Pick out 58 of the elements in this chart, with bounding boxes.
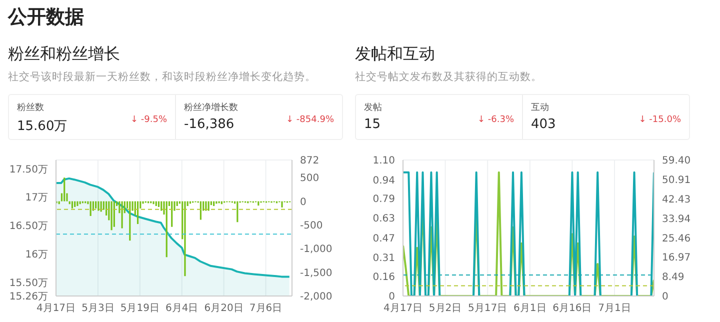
text: 发帖 [364,102,383,114]
x-tick-label: 4月17日 [383,303,423,314]
text: -16,386 [184,117,234,132]
text: 15 [364,117,381,132]
text: 15.60万 [17,119,68,134]
text: 粉丝数 [17,102,45,114]
y-tick-label: 15.26万 [9,292,48,303]
y-tick-label: 0.94 [372,175,395,186]
x-tick-label: 5月2日 [428,303,462,314]
x-tick-label: 5月17日 [468,303,508,314]
y-tick-label: 0.31 [372,253,395,264]
x-tick-label: 6月1日 [514,303,546,314]
y-tick-label: 17.50万 [9,164,48,176]
x-tick-label: 5月3日 [82,303,114,314]
text: 互动 [531,102,550,114]
text: 发帖和互动 [355,44,436,65]
text: ↓ -6.3% [477,115,514,125]
y2-tick-label: 0 [662,292,668,303]
text: ↓ -9.5% [130,115,167,125]
y-tick-label: 17万 [25,192,48,204]
y-tick-label: 0.16 [372,272,395,283]
text: 粉丝和粉丝增长 [8,44,121,65]
y2-tick-label: -500 [300,220,323,232]
y2-tick-label: -1,500 [300,268,332,279]
text: ↓ -15.0% [638,115,681,125]
y-tick-label: 0.79 [372,194,395,205]
y-tick-label: 0.63 [372,214,395,225]
text: 社交号帖文发布数及其获得的互动数。 [355,70,543,85]
x-tick-label: 7月6日 [249,303,282,314]
y-tick-label: 16万 [25,250,48,261]
x-tick-label: 4月17日 [36,303,76,314]
y2-tick-label: 872 [300,156,320,167]
x-tick-label: 5月19日 [120,303,160,314]
x-tick-label: 6月4日 [166,303,198,314]
y-tick-label: 16.50万 [9,221,48,232]
x-tick-label: 6月16日 [552,303,592,314]
text: 社交号该时段最新一天粉丝数，和该时段粉丝净增长变化趋势。 [8,70,317,85]
y2-tick-label: 42.43 [662,194,691,206]
y2-tick-label: -2,000 [300,292,332,303]
text: 403 [531,117,556,132]
text: 公开数据 [8,5,84,30]
y2-tick-label: 50.91 [662,174,691,186]
y2-tick-label: 16.97 [662,252,691,264]
y2-tick-label: 500 [300,173,320,184]
y2-tick-label: -1,000 [300,244,332,256]
y2-tick-label: 33.94 [662,214,691,225]
y-tick-label: 15.50万 [9,278,48,289]
y2-tick-label: 25.46 [662,233,691,244]
y-tick-label: 1.10 [372,156,395,167]
text: ↓ -854.9% [286,115,334,125]
y-tick-label: 0.47 [372,233,395,244]
text: 粉丝净增长数 [184,102,239,114]
y2-tick-label: 0 [300,196,306,208]
y2-tick-label: 8.49 [662,272,684,284]
x-tick-label: 7月1日 [598,303,631,314]
x-tick-label: 6月20日 [204,303,244,314]
y2-tick-label: 59.40 [662,156,691,167]
y-tick-label: 0 [388,292,395,303]
